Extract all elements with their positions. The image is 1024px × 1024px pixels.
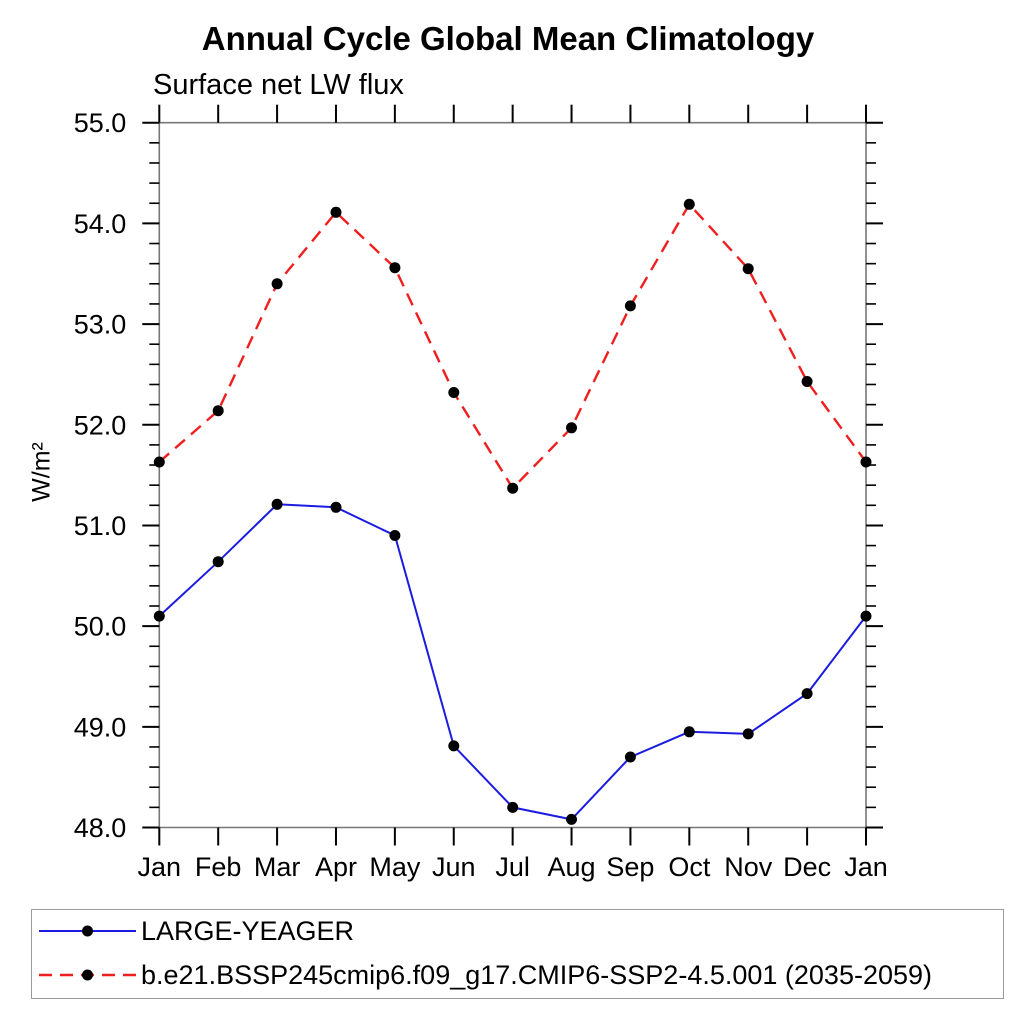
data-point-marker <box>271 498 283 510</box>
y-tick-label: 54.0 <box>74 209 127 239</box>
x-tick-label: Jan <box>138 852 182 882</box>
y-tick-label: 48.0 <box>74 813 127 843</box>
data-point-marker <box>507 482 519 494</box>
x-tick-label: Aug <box>548 852 596 882</box>
data-point-marker <box>153 610 165 622</box>
data-point-marker <box>330 501 342 513</box>
data-point-marker <box>860 456 872 468</box>
y-ticks <box>142 121 883 829</box>
legend-item: b.e21.BSSP245cmip6.f09_g17.CMIP6-SSP2-4.… <box>39 958 932 992</box>
data-point-marker <box>566 813 577 825</box>
x-tick-label: Oct <box>668 852 711 882</box>
data-point-marker <box>330 206 342 218</box>
chart-subtitle: Surface net LW flux <box>153 69 404 101</box>
x-tick-label: Jun <box>432 852 476 882</box>
data-point-marker <box>683 198 695 210</box>
data-point-marker <box>389 530 401 541</box>
y-tick-label: 50.0 <box>74 612 127 642</box>
data-point-marker <box>742 263 754 275</box>
y-tick-label: 55.0 <box>74 108 127 138</box>
data-point-marker <box>742 728 754 740</box>
data-point-marker <box>683 726 695 738</box>
x-tick-label: Jan <box>844 852 888 882</box>
x-tick-label: Mar <box>254 852 301 882</box>
data-point-marker <box>801 688 813 700</box>
data-point-marker <box>153 456 165 468</box>
data-point-marker <box>860 610 872 622</box>
series-markers-1 <box>153 198 872 494</box>
x-tick-label: May <box>369 852 421 882</box>
legend-label: b.e21.BSSP245cmip6.f09_g17.CMIP6-SSP2-4.… <box>141 959 933 990</box>
x-tick-label: Sep <box>606 852 654 882</box>
data-point-marker <box>624 300 636 312</box>
data-point-marker <box>448 387 460 398</box>
legend-sample-marker <box>82 969 93 981</box>
x-tick-label: Apr <box>315 852 357 882</box>
x-tick-label: Feb <box>195 852 242 882</box>
y-tick-labels: 48.0 49.0 50.0 51.0 52.0 53.0 54.0 55.0 <box>74 108 127 843</box>
data-point-marker <box>566 422 577 434</box>
data-point-marker <box>507 801 519 813</box>
legend-line-sample-dashed <box>39 969 136 981</box>
legend-line-sample-solid <box>39 925 136 937</box>
series-line-0 <box>158 503 867 821</box>
y-tick-label: 51.0 <box>74 511 127 541</box>
data-point-marker <box>624 751 636 763</box>
legend-item: LARGE-YEAGER <box>39 914 354 948</box>
y-tick-label: 49.0 <box>74 712 127 742</box>
data-point-marker <box>271 278 283 290</box>
data-point-marker <box>801 376 813 387</box>
y-tick-label: 53.0 <box>74 310 127 340</box>
data-point-marker <box>389 262 401 274</box>
legend: LARGE-YEAGER b.e21.BSSP245cmip6.f09_g17.… <box>31 909 1004 999</box>
legend-sample-marker <box>82 925 93 937</box>
chart-title: Annual Cycle Global Mean Climatology <box>201 20 815 57</box>
y-minor-ticks <box>149 142 876 809</box>
x-tick-label: Dec <box>783 852 831 882</box>
x-tick-labels: Jan Feb Mar Apr May Jun Jul Aug Sep Oct Nov Dec Jan <box>138 852 888 882</box>
x-ticks <box>158 104 867 846</box>
series-markers-0 <box>153 498 872 825</box>
x-tick-label: Jul <box>495 852 530 882</box>
data-point-marker <box>212 556 224 568</box>
x-tick-label: Nov <box>724 852 773 882</box>
legend-label: LARGE-YEAGER <box>141 915 355 946</box>
series-line-1 <box>158 202 867 491</box>
plot-box <box>158 121 867 829</box>
data-point-marker <box>212 405 224 417</box>
data-point-marker <box>448 740 460 752</box>
y-tick-label: 52.0 <box>74 410 127 440</box>
